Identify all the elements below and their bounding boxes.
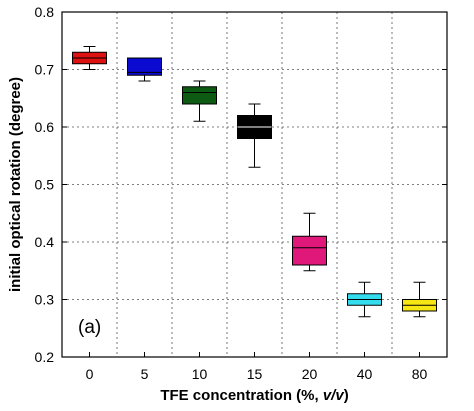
boxes-group bbox=[72, 46, 437, 318]
y-tick-label: 0.3 bbox=[35, 292, 55, 308]
x-tick-label: 15 bbox=[247, 366, 263, 382]
box-40 bbox=[347, 281, 382, 318]
box-80 bbox=[402, 281, 437, 318]
y-axis-ticks: 0.2 0.3 0.4 0.5 0.6 0.7 0.8 bbox=[35, 4, 447, 365]
x-tick-label: 20 bbox=[302, 366, 318, 382]
y-tick-label: 0.7 bbox=[35, 62, 55, 78]
grid-lines bbox=[62, 12, 447, 357]
plot-frame bbox=[61, 11, 448, 358]
iqr-box bbox=[292, 235, 327, 266]
panel-annotation: (a) bbox=[78, 317, 101, 338]
y-tick-label: 0.5 bbox=[35, 177, 55, 193]
box-0 bbox=[72, 46, 107, 70]
x-tick-label: 5 bbox=[141, 366, 149, 382]
y-tick-label: 0.6 bbox=[35, 119, 55, 135]
box-10 bbox=[182, 80, 217, 122]
box-15 bbox=[237, 103, 272, 168]
box-20 bbox=[292, 212, 327, 272]
x-axis-title: TFE concentration (%, v/v) bbox=[160, 387, 348, 404]
x-tick-label: 80 bbox=[412, 366, 428, 382]
x-tick-label: 40 bbox=[357, 366, 373, 382]
box-5 bbox=[127, 57, 162, 82]
y-tick-label: 0.8 bbox=[35, 4, 55, 20]
x-tick-label: 0 bbox=[86, 366, 94, 382]
x-tick-label: 10 bbox=[192, 366, 208, 382]
y-axis-title: initial optical rotation (degree) bbox=[7, 77, 24, 292]
iqr-box bbox=[127, 57, 162, 76]
iqr-box bbox=[182, 86, 217, 105]
x-axis-ticks: 0 5 10 15 20 40 80 bbox=[86, 352, 428, 382]
y-tick-label: 0.4 bbox=[35, 234, 55, 250]
y-tick-label: 0.2 bbox=[35, 349, 55, 365]
